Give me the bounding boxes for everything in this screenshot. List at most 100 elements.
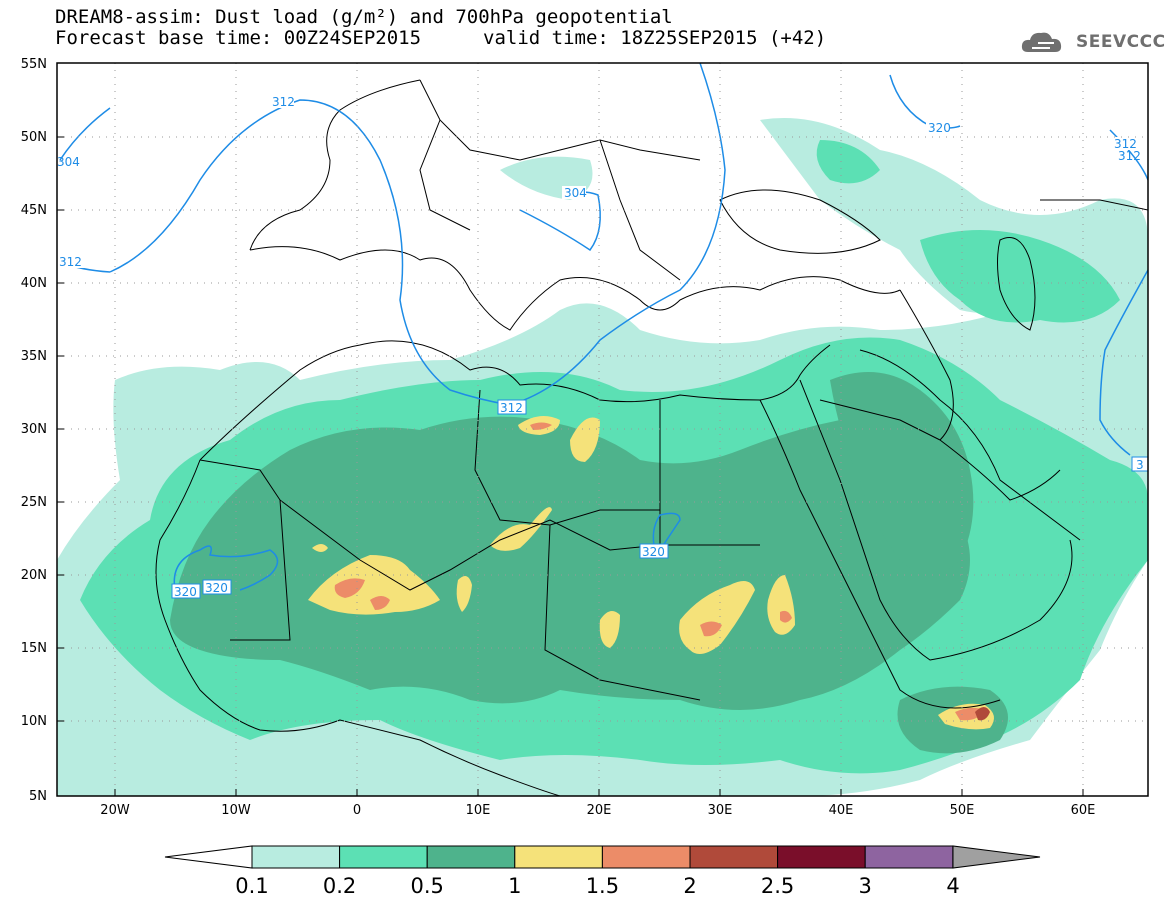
dust-band-1.0-d [490,507,552,551]
lon-label: 20E [587,803,612,818]
border-kazakh [1040,199,1148,211]
coastline-europe-south [249,246,901,331]
colorbar-labels: 0.1 0.2 0.5 1 1.5 2 2.5 3 4 [235,874,959,898]
contour-label: 304 [57,155,80,169]
colorbar-segment [601,845,691,869]
coastline-red-sea-east [799,379,1073,661]
colorbar-label: 0.1 [235,874,268,898]
contour-label: 320 [174,585,197,599]
forecast-base-time: Forecast base time: 00Z24SEP2015 [55,27,422,49]
contour-label: 312 [1114,137,1137,151]
colorbar-segment [426,845,516,869]
dust-band-0.2-blacksea [816,140,880,184]
lon-label: 0 [353,803,361,818]
dust-band-0.2-caspian [920,230,1120,323]
dust-field [57,118,1148,796]
colorbar-segment [689,845,779,869]
dust-band-0.5 [170,416,970,710]
coastline-europe-west [249,79,421,251]
border-europe-3 [599,139,681,281]
colorbar-label: 4 [946,874,959,898]
dust-band-1.0-a [308,555,440,615]
colorbar-segment [514,845,603,869]
contour-label: 3 [1136,458,1144,472]
lat-label: 40N [21,276,47,291]
lat-label: 10N [21,714,47,729]
lon-label: 10W [221,803,251,818]
dust-band-1.0-g [599,611,620,648]
dust-band-2.0 [975,707,990,721]
dust-band-1.0-h [456,576,472,612]
colorbar-label: 2.5 [761,874,794,898]
contour-label: 312 [1118,149,1141,163]
dust-band-0.5-arabia [830,372,974,575]
contour-label: 304 [564,186,587,200]
coastline-africa-north [199,340,831,461]
border-algeria-mali [279,499,661,591]
lat-label: 5N [29,789,47,804]
dust-band-1.0-e [679,581,755,654]
lon-label: 60E [1071,803,1096,818]
colorbar [164,845,1041,869]
dust-band-1.5-d [700,621,722,637]
lat-label: 25N [21,495,47,510]
coastline-black-sea [719,189,881,254]
contour-320-west [173,545,279,591]
colorbar-label: 0.5 [410,874,443,898]
colorbar-high-arrow [952,845,1041,869]
axis-ticks [57,136,1084,796]
lon-label: 30E [708,803,733,818]
border-saudi [819,399,941,441]
lat-label: 45N [21,203,47,218]
colorbar-label: 3 [859,874,872,898]
border-europe-2 [419,119,471,231]
colorbar-low-arrow [164,845,253,869]
lon-label: 40E [829,803,854,818]
lat-label: 20N [21,568,47,583]
dust-band-1.5-a [334,578,365,598]
lat-label: 30N [21,422,47,437]
lat-label: 15N [21,641,47,656]
dust-band-1.5-c [530,422,552,430]
colorbar-segment [777,845,866,869]
seevccc-logo: SEEVCCC [1020,28,1165,56]
contour-label: 320 [205,581,228,595]
border-chad-sudan [544,524,701,701]
contour-labels: 312 304 320 312 312 320 320 320 312 304 … [57,95,1149,599]
lon-label: 20W [100,803,130,818]
contour-320-east [652,512,681,551]
lon-label: 10E [466,803,491,818]
contour-312-east [1099,269,1148,456]
lat-label: 55N [21,57,47,72]
dust-band-1.5-e [780,610,792,623]
map-title: DREAM8-assim: Dust load (g/m²) and 700hP… [55,6,673,28]
colorbar-label: 1 [508,874,521,898]
colorbar-label: 1.5 [586,874,619,898]
lon-label: 50E [950,803,975,818]
coastline-gulf [939,439,1061,501]
lat-label: 35N [21,349,47,364]
dust-band-1.5-b [370,596,390,610]
logo-text: SEEVCCC [1076,32,1165,52]
latitude-labels: 55N 50N 45N 40N 35N 30N 25N 20N 15N 10N … [21,57,47,804]
dust-band-1.0-j [312,544,328,552]
contour-label: 320 [642,545,665,559]
contour-label: 312 [272,95,295,109]
contour-label: 320 [928,121,951,135]
coastline-africa-west [155,459,561,796]
contour-label: 312 [59,255,82,269]
contour-label: 312 [500,401,523,415]
cloud-icon [1021,32,1062,52]
longitude-labels: 20W 10W 0 10E 20E 30E 40E 50E 60E [100,803,1095,818]
colorbar-segment [864,845,954,869]
coastline-caspian [997,237,1036,331]
colorbar-segment [251,845,341,869]
colorbar-segment [339,845,428,869]
colorbar-label: 2 [683,874,696,898]
border-mauritania [199,459,291,641]
colorbar-label: 0.2 [323,874,356,898]
coastline-arabia [859,349,1081,541]
coastlines [155,79,1148,796]
lat-label: 50N [21,130,47,145]
